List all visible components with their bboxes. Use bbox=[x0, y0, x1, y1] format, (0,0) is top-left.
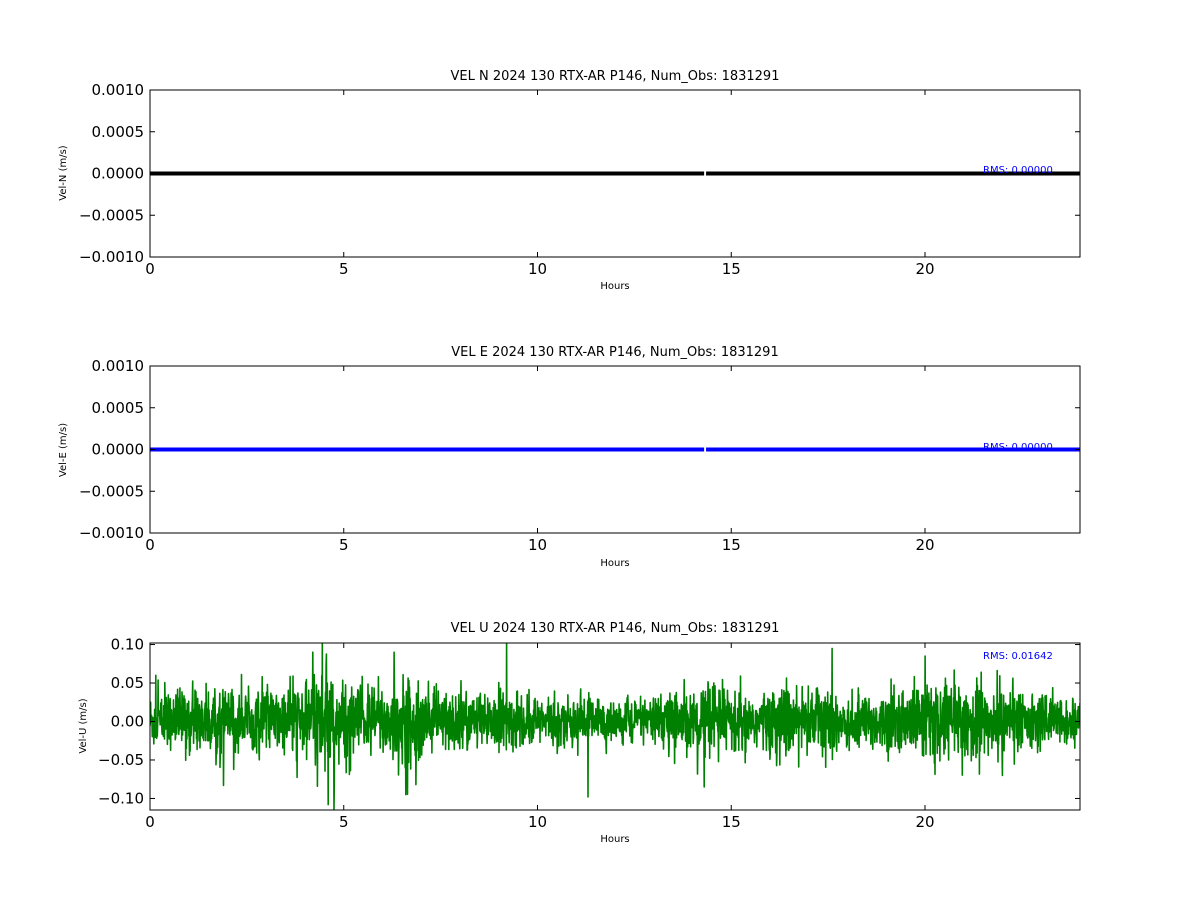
chart-vel-e: VEL E 2024 130 RTX-AR P146, Num_Obs: 183… bbox=[58, 345, 1081, 569]
plot-area: 0 5 10 15 20 0.0010 0.0005 0.0000 −0.0005 −0.0010 bbox=[79, 81, 1081, 278]
rms-annotation: RMS: 0.01642 bbox=[983, 651, 1053, 662]
x-tick-label: 0 bbox=[145, 536, 155, 554]
y-axis-label: Vel-N (m/s) bbox=[58, 145, 69, 200]
plot-area: 0 5 10 15 20 0.0010 0.0005 0.0000 −0.0005 −0.0010 bbox=[79, 357, 1081, 554]
x-axis-label: Hours bbox=[600, 558, 629, 569]
y-tick-label: −0.0005 bbox=[79, 482, 144, 500]
series-line bbox=[150, 643, 1080, 810]
y-tick-label: −0.10 bbox=[98, 789, 144, 807]
x-tick-label: 15 bbox=[722, 813, 741, 831]
y-tick-label: 0.0005 bbox=[92, 399, 145, 417]
x-tick-label: 10 bbox=[528, 260, 547, 278]
y-tick-label: −0.0005 bbox=[79, 206, 144, 224]
chart-vel-n: VEL N 2024 130 RTX-AR P146, Num_Obs: 183… bbox=[58, 69, 1081, 292]
rms-annotation: RMS: 0.00000 bbox=[983, 165, 1053, 176]
x-tick-label: 10 bbox=[528, 536, 547, 554]
y-tick-label: 0.0010 bbox=[92, 81, 145, 99]
y-tick-label: 0.0005 bbox=[92, 123, 145, 141]
x-tick-label: 5 bbox=[339, 813, 349, 831]
y-tick-label: 0.0010 bbox=[92, 357, 145, 375]
x-tick-label: 5 bbox=[339, 536, 349, 554]
x-tick-label: 0 bbox=[145, 260, 155, 278]
x-tick-label: 20 bbox=[915, 260, 934, 278]
y-tick-label: 0.05 bbox=[111, 674, 144, 692]
y-tick-label: 0.0000 bbox=[92, 441, 145, 459]
x-tick-label: 15 bbox=[722, 260, 741, 278]
x-tick-label: 20 bbox=[915, 536, 934, 554]
x-tick-label: 5 bbox=[339, 260, 349, 278]
chart-vel-u: VEL U 2024 130 RTX-AR P146, Num_Obs: 183… bbox=[78, 621, 1081, 845]
x-axis-label: Hours bbox=[600, 834, 629, 845]
y-tick-label: 0.0000 bbox=[92, 165, 145, 183]
x-tick-label: 15 bbox=[722, 536, 741, 554]
y-tick-label: −0.0010 bbox=[79, 524, 144, 542]
plot-area: 0 5 10 15 20 0.10 0.05 0.00 −0.05 −0.10 bbox=[98, 636, 1081, 831]
chart-title: VEL E 2024 130 RTX-AR P146, Num_Obs: 183… bbox=[451, 345, 778, 360]
rms-annotation: RMS: 0.00000 bbox=[983, 442, 1053, 453]
y-tick-label: 0.10 bbox=[111, 636, 144, 654]
plot-frame bbox=[149, 642, 1081, 811]
x-axis-label: Hours bbox=[600, 281, 629, 292]
chart-title: VEL U 2024 130 RTX-AR P146, Num_Obs: 183… bbox=[451, 621, 780, 636]
chart-title: VEL N 2024 130 RTX-AR P146, Num_Obs: 183… bbox=[451, 69, 780, 84]
y-axis-label: Vel-E (m/s) bbox=[58, 423, 69, 477]
y-tick-label: −0.0010 bbox=[79, 248, 144, 266]
x-tick-label: 10 bbox=[528, 813, 547, 831]
x-tick-label: 0 bbox=[145, 813, 155, 831]
y-tick-label: 0.00 bbox=[111, 712, 144, 730]
x-tick-label: 20 bbox=[915, 813, 934, 831]
y-tick-label: −0.05 bbox=[98, 751, 144, 769]
y-axis-label: Vel-U (m/s) bbox=[78, 698, 89, 753]
